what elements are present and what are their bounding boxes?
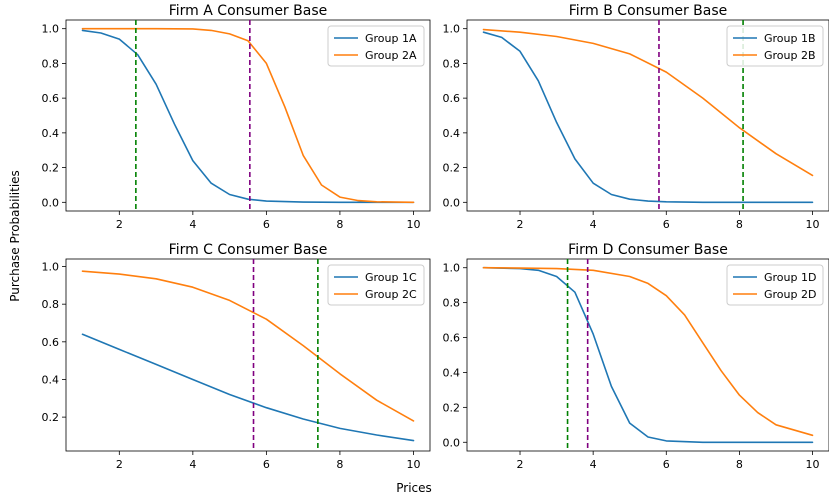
subplot-title-d: Firm D Consumer Base xyxy=(568,242,728,258)
x-tick-label-c: 8 xyxy=(336,458,343,471)
x-tick-label-c: 4 xyxy=(189,458,196,471)
y-tick-label-a: 0.6 xyxy=(42,92,60,105)
subplot-title-c: Firm C Consumer Base xyxy=(169,242,328,258)
y-tick-label-c: 0.2 xyxy=(42,411,60,424)
y-tick-label-c: 0.8 xyxy=(42,298,60,311)
legend-label-a: Group 2A xyxy=(365,49,417,62)
subplot-b: Firm B Consumer Base 2 4 6 8 10 0.0 0.2 0.4 0.6 0.… xyxy=(443,3,829,231)
y-tick-label-d: 1.0 xyxy=(443,262,461,275)
x-tick-label-b: 2 xyxy=(517,218,524,231)
y-tick-label-a: 0.8 xyxy=(42,57,60,70)
y-tick-label-d: 0.8 xyxy=(443,297,461,310)
y-tick-label-b: 0.8 xyxy=(443,57,461,70)
x-tick-label-a: 4 xyxy=(189,218,196,231)
legend-label-b: Group 1B xyxy=(764,32,816,45)
subplot-title-b: Firm B Consumer Base xyxy=(569,3,728,19)
legend-b: Group 1B Group 2B xyxy=(727,26,823,66)
y-tick-label-b: 1.0 xyxy=(443,23,461,36)
subplot-d: Firm D Consumer Base 2 4 6 8 10 0.0 0.2 0.4 0.6 0.… xyxy=(443,242,829,471)
y-tick-label-a: 0.4 xyxy=(42,127,60,140)
y-tick-label-d: 0.0 xyxy=(443,436,461,449)
legend-a: Group 1A Group 2A xyxy=(328,26,424,66)
x-tick-label-b: 6 xyxy=(663,218,670,231)
y-tick-label-a: 1.0 xyxy=(42,23,60,36)
y-tick-label-d: 0.4 xyxy=(443,366,461,379)
y-tick-label-d: 0.6 xyxy=(443,332,461,345)
y-tick-label-d: 0.2 xyxy=(443,401,461,414)
x-tick-label-a: 10 xyxy=(406,218,420,231)
subplot-c: Firm C Consumer Base 2 4 6 8 10 0.2 0.4 0.6 0.8 1.… xyxy=(42,242,431,471)
y-tick-label-b: 0.2 xyxy=(443,162,461,175)
legend-label-d: Group 1D xyxy=(764,271,816,284)
x-tick-label-d: 6 xyxy=(663,458,670,471)
x-tick-label-b: 10 xyxy=(806,218,820,231)
figure-ylabel: Purchase Probabilities xyxy=(8,170,22,302)
y-tick-label-a: 0.2 xyxy=(42,162,60,175)
y-tick-label-b: 0.6 xyxy=(443,92,461,105)
legend-label-a: Group 1A xyxy=(365,32,417,45)
x-tick-label-c: 10 xyxy=(406,458,420,471)
y-tick-label-c: 0.4 xyxy=(42,373,60,386)
y-tick-label-a: 0.0 xyxy=(42,196,60,209)
x-tick-label-c: 6 xyxy=(263,458,270,471)
x-tick-label-a: 2 xyxy=(116,218,123,231)
y-tick-label-b: 0.0 xyxy=(443,196,461,209)
legend-d: Group 1D Group 2D xyxy=(727,265,823,305)
legend-label-d: Group 2D xyxy=(764,288,816,301)
x-tick-label-c: 2 xyxy=(116,458,123,471)
legend-label-b: Group 2B xyxy=(764,49,816,62)
x-tick-label-d: 4 xyxy=(590,458,597,471)
x-tick-label-d: 8 xyxy=(736,458,743,471)
y-tick-label-c: 1.0 xyxy=(42,261,60,274)
subplot-title-a: Firm A Consumer Base xyxy=(169,3,327,19)
legend-c: Group 1C Group 2C xyxy=(328,265,424,305)
x-tick-label-a: 6 xyxy=(263,218,270,231)
figure-xlabel: Prices xyxy=(396,481,432,495)
x-tick-label-d: 10 xyxy=(806,458,820,471)
legend-label-c: Group 1C xyxy=(365,271,417,284)
y-tick-label-c: 0.6 xyxy=(42,336,60,349)
x-tick-label-a: 8 xyxy=(336,218,343,231)
legend-label-c: Group 2C xyxy=(365,288,417,301)
x-tick-label-b: 4 xyxy=(590,218,597,231)
y-tick-label-b: 0.4 xyxy=(443,127,461,140)
x-tick-label-b: 8 xyxy=(736,218,743,231)
x-tick-label-d: 2 xyxy=(517,458,524,471)
subplot-a: Firm A Consumer Base 2 4 6 8 10 0.0 0.2 0.4 0.6 0.… xyxy=(42,3,431,231)
